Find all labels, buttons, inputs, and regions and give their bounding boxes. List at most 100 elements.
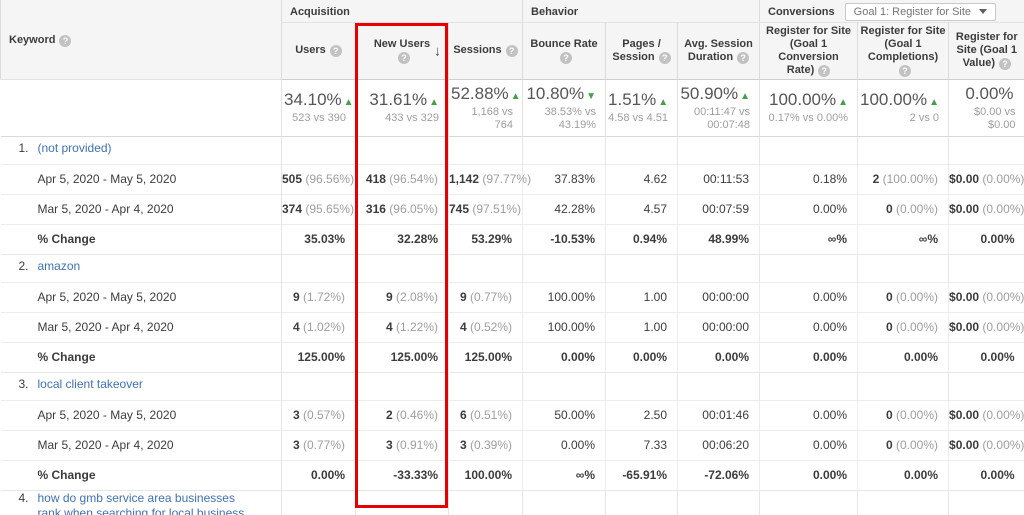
- cell-sessions: 3 (0.39%): [447, 429, 523, 460]
- cell-pages-session: 7.33: [605, 429, 678, 460]
- cell-new-users: 9 (2.08%): [355, 281, 449, 312]
- row-index: 3.: [18, 377, 29, 391]
- help-icon[interactable]: [737, 51, 750, 64]
- cell-new-users: 4 (1.22%): [355, 311, 449, 342]
- cell-bounce-rate: 42.28%: [522, 193, 606, 224]
- date-range-label: Mar 5, 2020 - Apr 4, 2020: [0, 429, 282, 460]
- cell-bounce-rate: 100.00%: [522, 281, 606, 312]
- keyword-cell: 3. local client takeover: [0, 371, 282, 400]
- goal-selector-dropdown[interactable]: Goal 1: Register for Site: [844, 2, 997, 21]
- keyword-column-header[interactable]: Keyword: [0, 0, 282, 80]
- cell-avg-session-duration: 00:00:00: [677, 281, 760, 312]
- summary-goal-completions: 100.00% ▲ 2 vs 0: [857, 79, 949, 137]
- cell-pages-session: 1.00: [605, 281, 678, 312]
- row-index: 4.: [18, 490, 29, 505]
- chevron-down-icon: [979, 9, 988, 15]
- goal-selector-value: Goal 1: Register for Site: [853, 5, 972, 18]
- cell-sessions: 6 (0.51%): [447, 399, 523, 430]
- keyword-cell: 1. (not provided): [0, 135, 282, 164]
- summary-keyword-spacer: [0, 79, 282, 137]
- cell-avg-session-duration: 00:11:53: [677, 163, 760, 194]
- keyword-header-label: Keyword: [9, 33, 56, 46]
- help-icon[interactable]: [899, 64, 912, 77]
- date-range-label: Apr 5, 2020 - May 5, 2020: [0, 281, 282, 312]
- keyword-link[interactable]: amazon: [37, 259, 81, 273]
- cell-users: 3 (0.57%): [281, 399, 356, 430]
- cell-goal-completions: 0 (0.00%): [857, 399, 949, 430]
- keyword-link[interactable]: local client takeover: [37, 377, 143, 391]
- column-header-goal-value[interactable]: Register for Site (Goal 1 Value): [948, 22, 1024, 80]
- summary-new-users: 31.61% ▲ 433 vs 329: [355, 79, 449, 137]
- column-header-goal-completions[interactable]: Register for Site (Goal 1 Completions): [857, 22, 949, 80]
- arrow-down-icon: ▼: [586, 90, 597, 102]
- keyword-cell: 4. how do gmb service area businesses ran…: [0, 489, 282, 515]
- cell-pages-session: 4.57: [605, 193, 678, 224]
- summary-pages-session: 1.51% ▲ 4.58 vs 4.51: [605, 79, 678, 137]
- cell-sessions: 4 (0.52%): [447, 311, 523, 342]
- cell-goal-conversion-rate: 0.18%: [759, 163, 858, 194]
- cell-pages-session: 4.62: [605, 163, 678, 194]
- help-icon[interactable]: [658, 51, 671, 64]
- cell-goal-completions: 0 (0.00%): [857, 311, 949, 342]
- cell-users: 374 (95.65%): [281, 193, 356, 224]
- cell-bounce-rate: 100.00%: [522, 311, 606, 342]
- cell-pages-session: 1.00: [605, 311, 678, 342]
- arrow-up-icon: ▲: [429, 97, 439, 108]
- cell-avg-session-duration: 00:01:46: [677, 399, 760, 430]
- cell-avg-session-duration: 00:00:00: [677, 311, 760, 342]
- summary-users: 34.10% ▲ 523 vs 390: [281, 79, 356, 137]
- cell-goal-completions: 2 (100.00%): [857, 163, 949, 194]
- date-range-label: Apr 5, 2020 - May 5, 2020: [0, 399, 282, 430]
- cell-goal-conversion-rate: 0.00%: [759, 193, 858, 224]
- column-header-goal-conversion-rate[interactable]: Register for Site (Goal 1 Conversion Rate): [759, 22, 858, 80]
- column-header-bounce-rate[interactable]: Bounce Rate: [522, 22, 606, 80]
- arrow-up-icon: ▲: [510, 90, 521, 102]
- percent-change-label: % Change: [0, 341, 282, 372]
- help-icon[interactable]: [59, 34, 72, 47]
- summary-goal-conversion-rate: 100.00% ▲ 0.17% vs 0.00%: [759, 79, 858, 137]
- section-acquisition: Acquisition: [280, 0, 523, 23]
- cell-bounce-rate: 50.00%: [522, 399, 606, 430]
- arrow-up-icon: ▲: [929, 97, 940, 108]
- sort-descending-icon[interactable]: [434, 44, 441, 57]
- cell-new-users: 3 (0.91%): [355, 429, 449, 460]
- column-header-pages-session[interactable]: Pages / Session: [605, 22, 678, 80]
- cell-new-users: 418 (96.54%): [355, 163, 449, 194]
- cell-users: 9 (1.72%): [281, 281, 356, 312]
- cell-avg-session-duration: 00:06:20: [677, 429, 760, 460]
- cell-new-users: 2 (0.46%): [355, 399, 449, 430]
- cell-goal-value: $0.00 (0.00%): [948, 429, 1024, 460]
- cell-avg-session-duration: 00:07:59: [677, 193, 760, 224]
- arrow-up-icon: ▲: [343, 97, 354, 108]
- column-header-new-users[interactable]: New Users: [355, 22, 449, 80]
- cell-goal-completions: 0 (0.00%): [857, 281, 949, 312]
- cell-goal-value: $0.00 (0.00%): [948, 399, 1024, 430]
- column-header-users[interactable]: Users: [281, 22, 356, 80]
- arrow-up-icon: ▲: [740, 90, 751, 102]
- cell-users: 505 (96.56%): [281, 163, 356, 194]
- arrow-up-icon: ▲: [658, 97, 669, 108]
- cell-goal-value: $0.00 (0.00%): [948, 193, 1024, 224]
- row-index: 2.: [18, 259, 29, 273]
- cell-sessions: 745 (97.51%): [447, 193, 523, 224]
- column-header-sessions[interactable]: Sessions: [447, 22, 523, 80]
- section-conversions: Conversions Goal 1: Register for Site: [759, 0, 1024, 23]
- cell-goal-value: $0.00 (0.00%): [948, 311, 1024, 342]
- help-icon[interactable]: [818, 64, 831, 77]
- section-behavior: Behavior: [522, 0, 760, 23]
- cell-sessions: 1,142 (97.77%): [447, 163, 531, 194]
- summary-sessions: 52.88% ▲ 1,168 vs 764: [447, 79, 523, 137]
- help-icon[interactable]: [505, 45, 518, 57]
- keyword-link[interactable]: how do gmb service area businesses rank …: [37, 490, 245, 515]
- column-header-avg-session-duration[interactable]: Avg. Session Duration: [677, 22, 760, 80]
- cell-goal-conversion-rate: 0.00%: [759, 429, 858, 460]
- help-icon[interactable]: [560, 51, 573, 64]
- row-index: 1.: [18, 141, 29, 155]
- cell-goal-value: $0.00 (0.00%): [948, 163, 1024, 194]
- keyword-link[interactable]: (not provided): [37, 141, 112, 155]
- help-icon[interactable]: [329, 45, 342, 57]
- help-icon[interactable]: [398, 51, 410, 64]
- help-icon[interactable]: [998, 58, 1011, 70]
